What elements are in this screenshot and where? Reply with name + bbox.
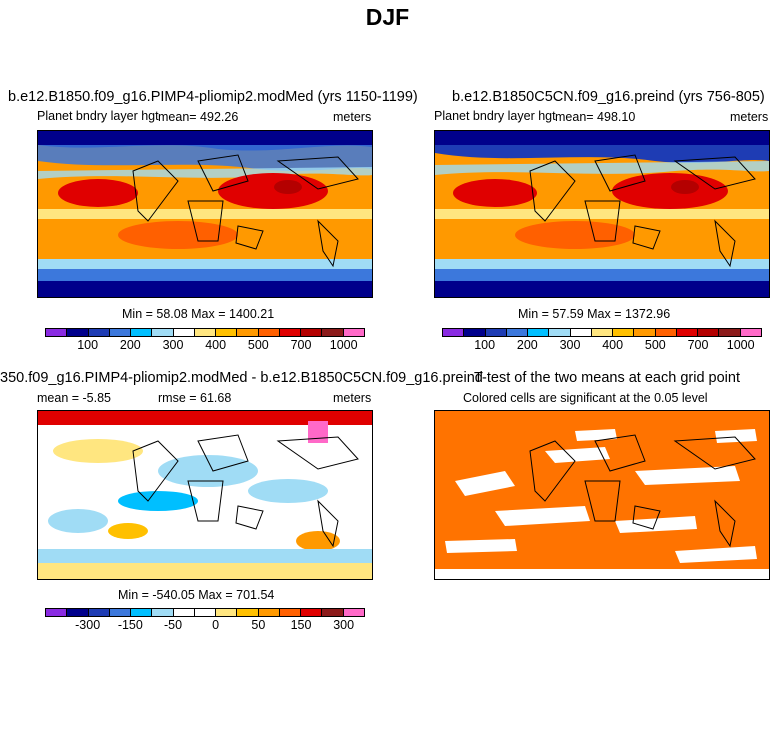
panel3-colorbar-labels: -300 -150 -50 0 50 150 300 [45, 618, 365, 632]
colorbar1-swatch [88, 329, 110, 336]
colorbar2-swatch [698, 329, 720, 336]
colorbar1-swatch [173, 329, 195, 336]
colorbar1-swatch [152, 329, 174, 336]
colorbar2-label: 700 [687, 338, 709, 352]
panel1-colorbar [45, 328, 365, 337]
colorbar3-swatch [279, 609, 302, 616]
panel3-map [37, 410, 373, 580]
colorbar2-label: 200 [516, 338, 538, 352]
colorbar2-swatch [528, 329, 550, 336]
panel1-variable: Planet bndry layer hgt [37, 109, 159, 123]
colorbar2-swatch [464, 329, 486, 336]
colorbar1-swatch [322, 329, 344, 336]
panel3-rmse: rmse = 61.68 [158, 391, 232, 405]
colorbar2-swatch [591, 329, 614, 336]
colorbar2-label: 1000 [726, 338, 755, 352]
panel2-units: meters [730, 110, 769, 124]
panel3-title: 350.f09_g16.PIMP4-pliomip2.modMed - b.e1… [0, 370, 483, 386]
colorbar2-swatch [443, 329, 465, 336]
colorbar1-swatch [301, 329, 323, 336]
panel2-minmax: Min = 57.59 Max = 1372.96 [518, 307, 671, 321]
colorbar3-label: 150 [290, 618, 312, 632]
colorbar3-swatch [46, 609, 68, 616]
colorbar2-label: 300 [559, 338, 581, 352]
panel3-field [38, 411, 372, 579]
colorbar2-swatch [506, 329, 529, 336]
panel2-variable: Planet bndry layer hgt [434, 109, 556, 123]
colorbar3-swatch [301, 609, 323, 616]
colorbar2-swatch [676, 329, 699, 336]
colorbar1-label: 700 [290, 338, 312, 352]
panel2-title: b.e12.B1850C5CN.f09_g16.preind (yrs 756-… [452, 89, 765, 105]
colorbar2-label: 400 [602, 338, 624, 352]
colorbar1-swatch [67, 329, 89, 336]
colorbar3-swatch [131, 609, 153, 616]
colorbar3-label: 50 [251, 618, 266, 632]
colorbar2-swatch [570, 329, 592, 336]
colorbar1-swatch [343, 329, 364, 336]
panel1-minmax: Min = 58.08 Max = 1400.21 [122, 307, 275, 321]
colorbar2-swatch [613, 329, 635, 336]
colorbar3-swatch [152, 609, 174, 616]
colorbar3-swatch [173, 609, 195, 616]
colorbar3-swatch [216, 609, 238, 616]
panel1-title: b.e12.B1850.f09_g16.PIMP4-pliomip2.modMe… [8, 89, 418, 105]
colorbar1-label: 400 [205, 338, 227, 352]
colorbar2-swatch [485, 329, 507, 336]
panel1-map [37, 130, 373, 298]
colorbar3-swatch [258, 609, 280, 616]
figure-title: DJF [365, 4, 410, 30]
panel2-mean: mean= 498.10 [555, 110, 636, 124]
panel3-units: meters [333, 391, 372, 405]
colorbar1-swatch [46, 329, 68, 336]
panel4-title: T-test of the two means at each grid poi… [474, 370, 740, 386]
colorbar3-label: 0 [212, 618, 220, 632]
colorbar1-label: 300 [162, 338, 184, 352]
colorbar1-swatch [194, 329, 217, 336]
colorbar1-swatch [279, 329, 302, 336]
panel1-units: meters [333, 110, 372, 124]
colorbar1-label: 100 [77, 338, 99, 352]
panel2-map [434, 130, 770, 298]
colorbar3-swatch [67, 609, 89, 616]
panel1-mean: mean= 492.26 [158, 110, 239, 124]
colorbar3-label: -300 [75, 618, 101, 632]
colorbar3-label: -150 [117, 618, 143, 632]
colorbar2-swatch [655, 329, 677, 336]
colorbar3-label: -50 [163, 618, 183, 632]
colorbar3-label: 300 [333, 618, 355, 632]
colorbar2-swatch [634, 329, 656, 336]
colorbar2-label: 500 [644, 338, 666, 352]
panel3-minmax: Min = -540.05 Max = 701.54 [118, 588, 275, 602]
colorbar2-swatch [549, 329, 571, 336]
colorbar3-swatch [237, 609, 259, 616]
panel2-field [435, 131, 769, 297]
colorbar3-swatch [343, 609, 364, 616]
colorbar1-swatch [216, 329, 238, 336]
colorbar2-label: 100 [474, 338, 496, 352]
colorbar1-label: 1000 [329, 338, 358, 352]
panel3-mean: mean = -5.85 [37, 391, 112, 405]
panel1-field [38, 131, 372, 297]
panel3-colorbar [45, 608, 365, 617]
colorbar2-swatch [740, 329, 761, 336]
panel4-subtitle: Colored cells are significant at the 0.0… [463, 391, 708, 405]
colorbar1-swatch [237, 329, 259, 336]
panel2-colorbar [442, 328, 762, 337]
colorbar3-swatch [194, 609, 217, 616]
colorbar1-swatch [258, 329, 280, 336]
panel1-colorbar-labels: 100 200 300 400 500 700 1000 [45, 338, 365, 352]
colorbar1-label: 200 [119, 338, 141, 352]
panel4-field [435, 411, 769, 579]
colorbar1-swatch [131, 329, 153, 336]
colorbar1-label: 500 [247, 338, 269, 352]
colorbar3-swatch [322, 609, 344, 616]
colorbar3-swatch [109, 609, 132, 616]
panel4-map [434, 410, 770, 580]
colorbar2-swatch [719, 329, 741, 336]
colorbar3-swatch [88, 609, 110, 616]
colorbar1-swatch [109, 329, 132, 336]
panel2-colorbar-labels: 100 200 300 400 500 700 1000 [442, 338, 762, 352]
